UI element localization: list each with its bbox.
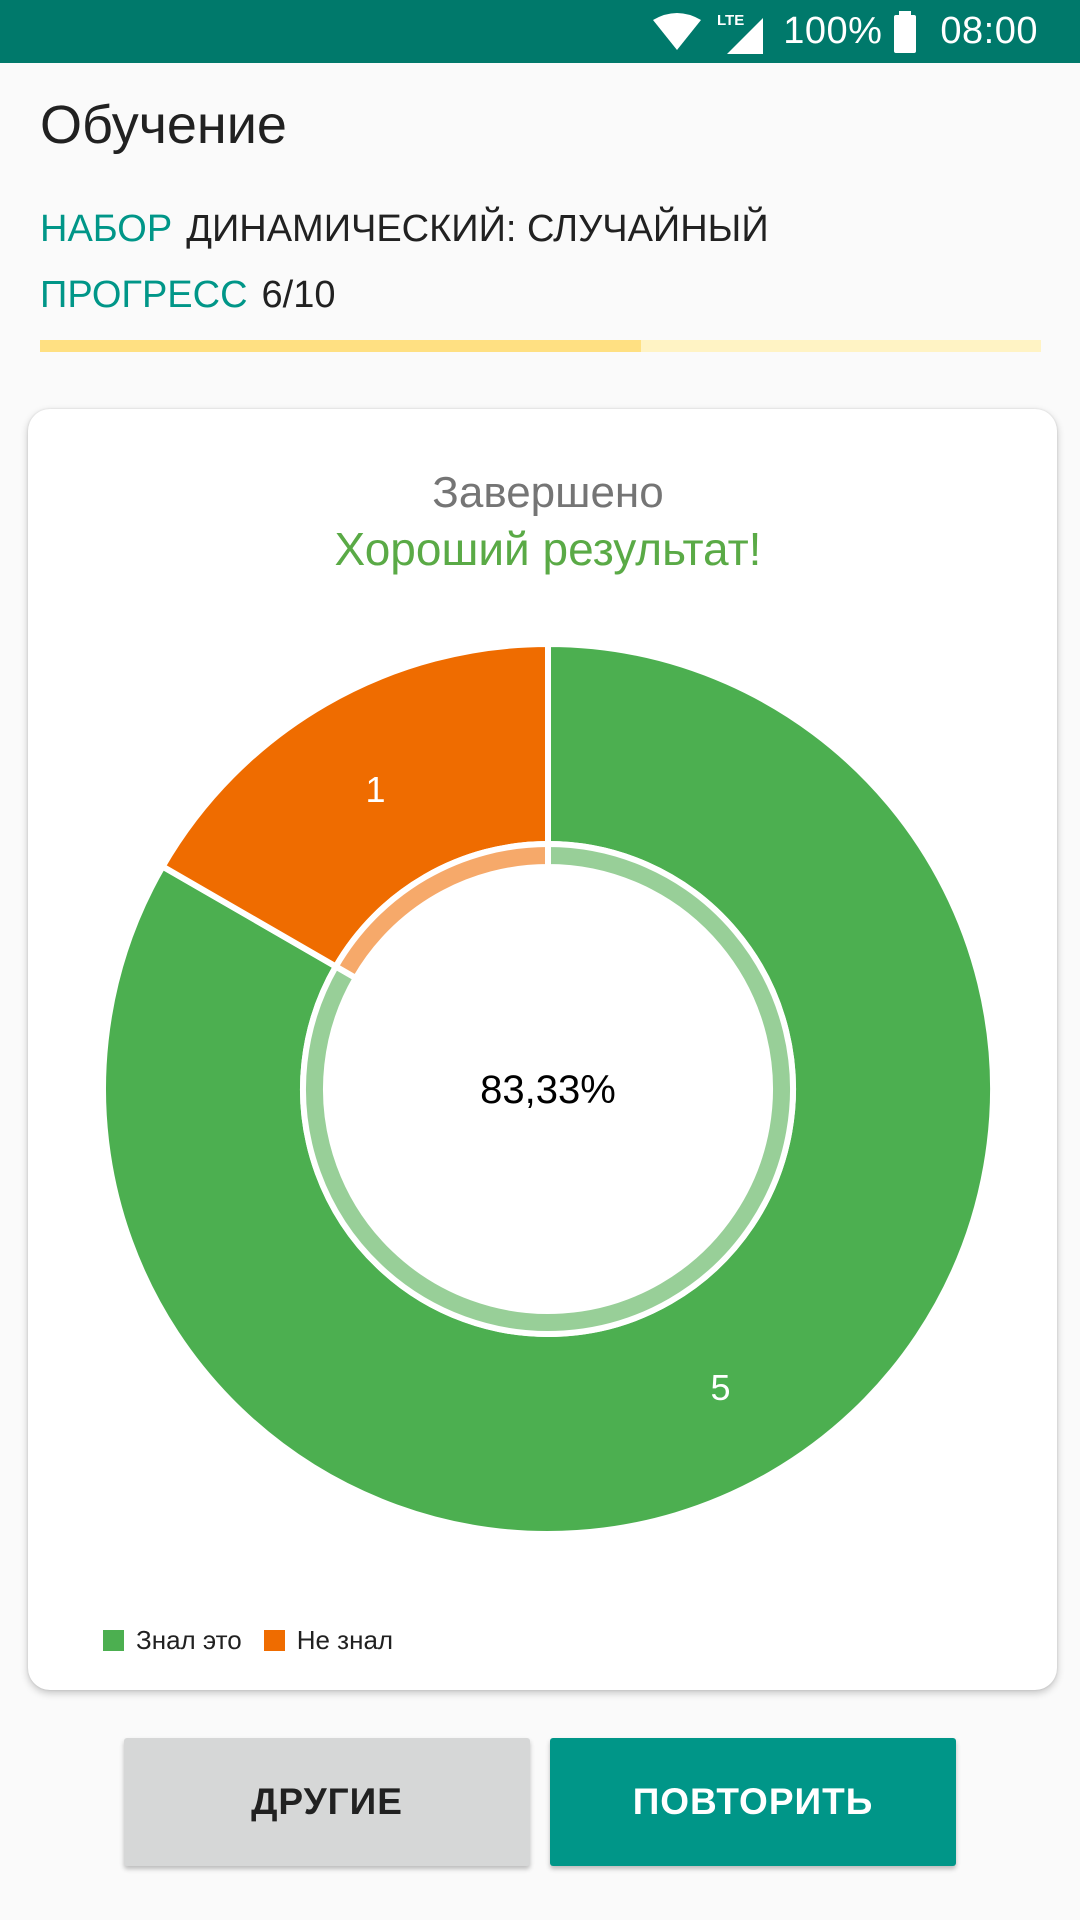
progress-bar-fill <box>40 340 641 352</box>
clock: 08:00 <box>940 10 1038 52</box>
network-type: LTE <box>717 12 744 29</box>
legend-item-2: Не знал <box>263 1625 394 1656</box>
slice-value-label-1: 5 <box>710 1367 730 1408</box>
chart-center-label: 83,33% <box>480 1068 616 1112</box>
status-bar: LTE 100% 08:00 <box>0 0 1080 63</box>
progress-value: 6/10 <box>261 274 336 316</box>
set-value: ДИНАМИЧЕСКИЙ: СЛУЧАЙНЫЙ <box>186 208 769 250</box>
pie-slice-inner-2 <box>331 840 551 983</box>
battery-icon <box>894 10 917 53</box>
legend-swatch <box>263 1630 285 1651</box>
legend-swatch <box>103 1630 124 1651</box>
wifi-icon <box>653 12 702 50</box>
result-subtitle: Хороший результат! <box>334 523 762 575</box>
legend-label: Не знал <box>296 1625 394 1655</box>
status-icons: LTE 100% 08:00 <box>653 0 1038 63</box>
progress-bar <box>40 340 1041 352</box>
chart-legend: Знал это Не знал <box>103 1625 415 1656</box>
legend-label: Знал это <box>136 1625 242 1655</box>
battery-percent: 100% <box>783 10 883 52</box>
legend-item-1: Знал это <box>103 1625 242 1656</box>
repeat-button[interactable]: ПОВТОРИТЬ <box>550 1738 956 1866</box>
progress-label: ПРОГРЕСС <box>40 274 248 316</box>
page-title: Обучение <box>40 95 287 155</box>
progress-row: ПРОГРЕСС 6/10 <box>40 274 336 317</box>
set-row: НАБОР ДИНАМИЧЕСКИЙ: СЛУЧАЙНЫЙ <box>40 208 769 251</box>
signal-icon: LTE <box>717 12 764 54</box>
set-label: НАБОР <box>40 208 173 250</box>
pie-slice-inner-1 <box>300 840 796 1337</box>
result-title: Завершено <box>432 468 664 517</box>
other-button[interactable]: ДРУГИЕ <box>124 1738 530 1866</box>
slice-value-label-2: 1 <box>365 769 385 810</box>
